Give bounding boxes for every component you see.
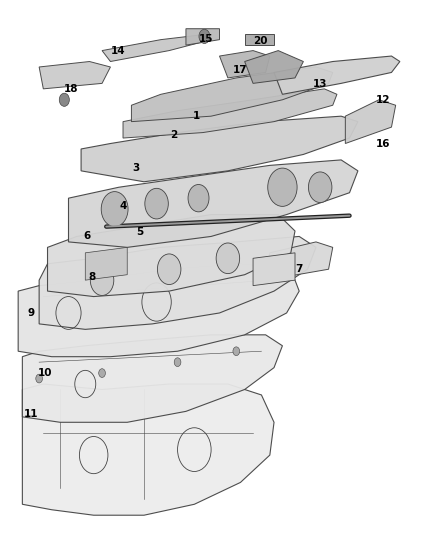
Polygon shape (345, 100, 395, 143)
Polygon shape (186, 29, 219, 45)
Text: 10: 10 (38, 368, 53, 378)
Circle shape (90, 265, 113, 295)
Polygon shape (68, 160, 357, 247)
Text: 11: 11 (24, 409, 38, 419)
Circle shape (308, 172, 331, 203)
Polygon shape (252, 253, 294, 286)
Polygon shape (22, 335, 282, 422)
Polygon shape (244, 34, 273, 45)
Circle shape (267, 168, 297, 206)
Circle shape (215, 243, 239, 273)
Polygon shape (219, 51, 269, 78)
Polygon shape (102, 34, 211, 61)
Circle shape (99, 369, 105, 377)
Text: 2: 2 (170, 130, 177, 140)
Text: 4: 4 (119, 201, 127, 212)
Circle shape (157, 254, 180, 285)
Text: 18: 18 (63, 84, 78, 94)
Text: 12: 12 (375, 95, 389, 105)
Polygon shape (39, 237, 315, 329)
Text: 6: 6 (84, 231, 91, 241)
Text: 5: 5 (136, 227, 143, 237)
Text: 9: 9 (27, 308, 34, 318)
Polygon shape (244, 51, 303, 83)
Polygon shape (273, 56, 399, 94)
Text: 17: 17 (232, 64, 247, 75)
Circle shape (233, 347, 239, 356)
Circle shape (187, 184, 208, 212)
Polygon shape (39, 61, 110, 89)
Circle shape (174, 358, 180, 367)
Circle shape (145, 188, 168, 219)
Polygon shape (123, 89, 336, 138)
Text: 20: 20 (253, 36, 267, 46)
Polygon shape (47, 215, 294, 296)
Text: 7: 7 (295, 264, 302, 274)
Circle shape (59, 93, 69, 107)
Text: 14: 14 (110, 46, 125, 55)
Polygon shape (131, 67, 332, 122)
Polygon shape (22, 384, 273, 515)
Text: 15: 15 (198, 34, 213, 44)
Text: 3: 3 (132, 163, 139, 173)
Text: 8: 8 (88, 272, 95, 282)
Polygon shape (81, 116, 357, 182)
Polygon shape (265, 242, 332, 280)
Text: 1: 1 (192, 111, 200, 121)
Text: 13: 13 (312, 79, 327, 90)
Text: 16: 16 (375, 139, 389, 149)
Circle shape (101, 191, 128, 227)
Polygon shape (18, 264, 299, 357)
Circle shape (36, 374, 42, 383)
Circle shape (198, 29, 209, 44)
Polygon shape (85, 247, 127, 280)
